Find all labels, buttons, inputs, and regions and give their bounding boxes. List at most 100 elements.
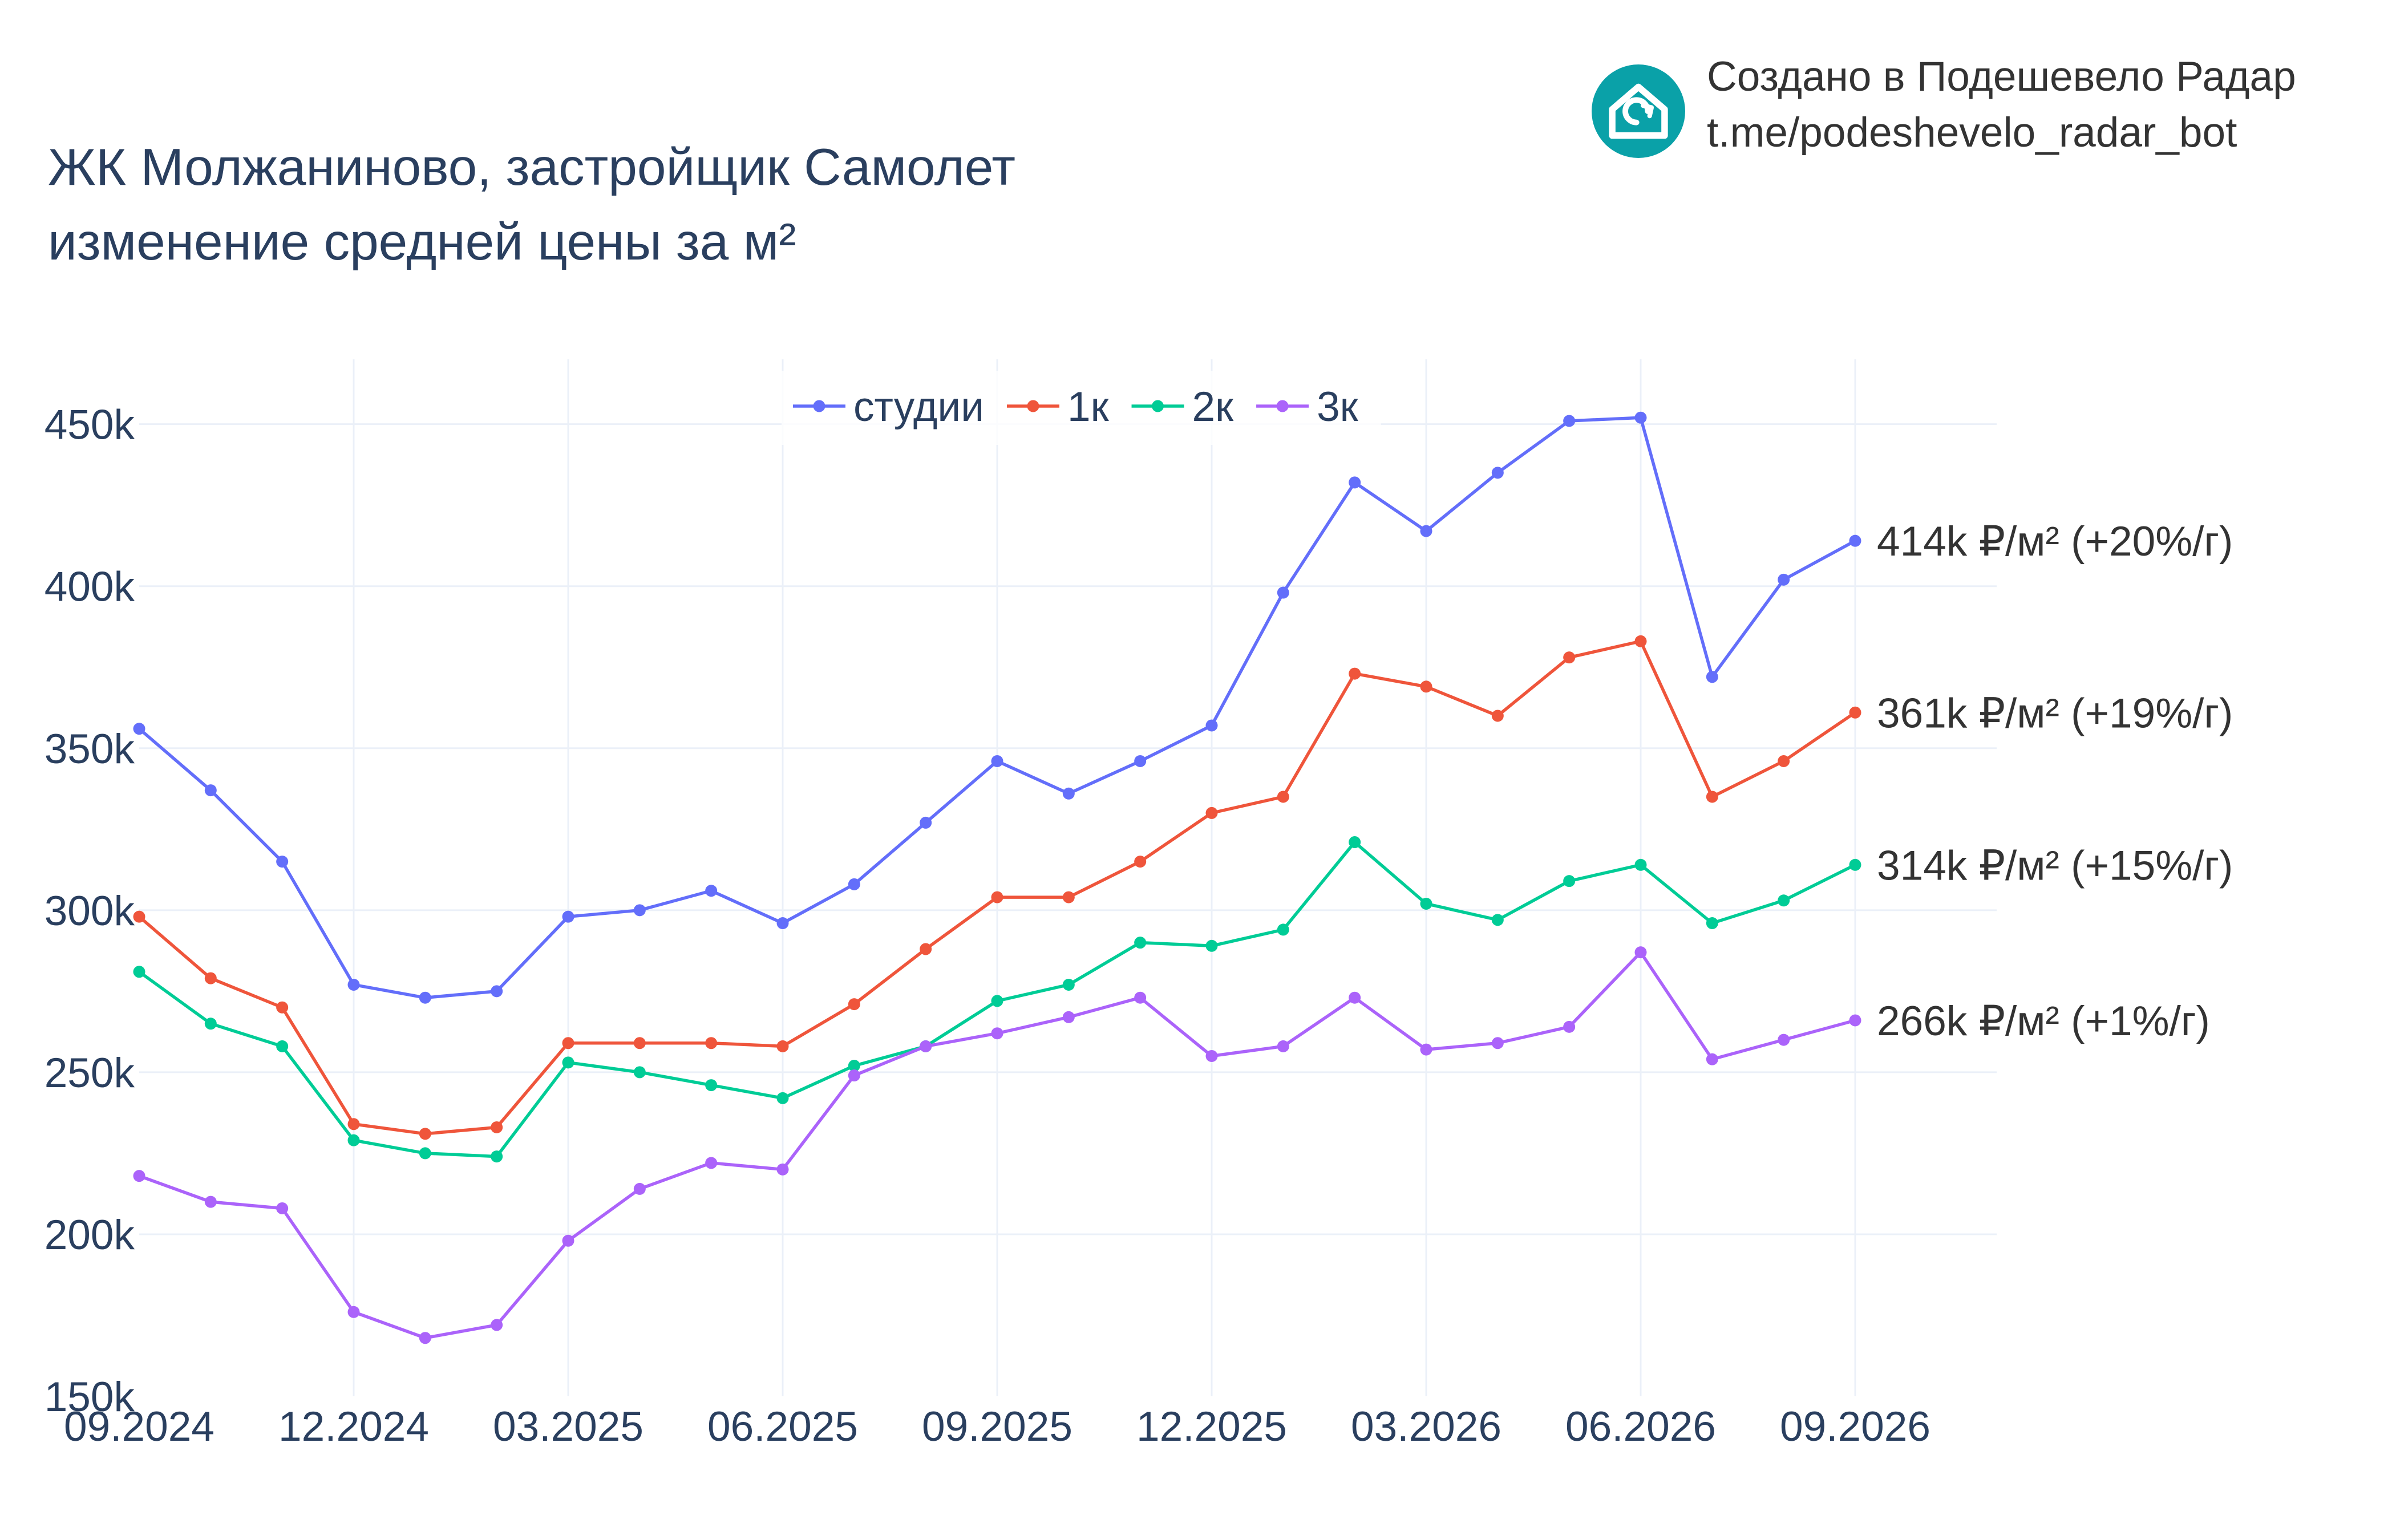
data-point [1849, 534, 1861, 547]
data-point [776, 917, 789, 930]
data-point [633, 1182, 646, 1195]
data-point [491, 1319, 503, 1331]
legend-label: студии [853, 384, 984, 430]
chart-title: ЖК Молжаниново, застройщик Самолет измен… [48, 130, 1015, 279]
data-point [991, 755, 1003, 767]
data-point [705, 1079, 718, 1092]
data-point [204, 972, 217, 984]
data-point [1706, 671, 1718, 683]
data-point [1778, 894, 1790, 907]
data-point [1134, 755, 1147, 767]
data-point [1062, 978, 1075, 991]
data-point [1563, 651, 1576, 664]
data-point [1349, 991, 1361, 1004]
legend-label: 1к [1067, 384, 1110, 430]
data-point [276, 1001, 289, 1014]
data-point [347, 1134, 360, 1146]
branding-link[interactable]: t.me/podeshevelo_radar_bot [1707, 110, 2237, 156]
data-point [347, 1118, 360, 1130]
data-point [1205, 807, 1218, 819]
data-point [1420, 897, 1432, 910]
data-point [633, 904, 646, 917]
data-point [848, 878, 860, 890]
chart-title-line1: ЖК Молжаниново, застройщик Самолет [48, 139, 1016, 196]
data-point [1778, 573, 1790, 586]
data-point [204, 1195, 217, 1208]
data-point [1062, 787, 1075, 800]
data-point [562, 910, 574, 923]
data-point [1706, 917, 1718, 930]
data-point [1634, 411, 1647, 424]
chart-title-line2: изменение средней цены за м² [48, 213, 796, 271]
data-point [1134, 937, 1147, 949]
data-point [1491, 710, 1504, 722]
data-point [133, 1170, 145, 1182]
legend-label: 3к [1317, 384, 1359, 430]
data-point [133, 966, 145, 978]
data-point [1277, 586, 1289, 599]
data-point [1849, 1014, 1861, 1027]
x-tick-label: 09.2024 [64, 1404, 214, 1450]
data-point [1634, 635, 1647, 647]
data-point [776, 1040, 789, 1052]
data-point [991, 891, 1003, 903]
data-point [920, 816, 932, 829]
data-point [1491, 1037, 1504, 1049]
data-point [491, 985, 503, 998]
logo-arrow-head [1641, 103, 1654, 119]
series-end-label: 314k ₽/м² (+15%/г) [1877, 842, 2233, 889]
legend-item: 1к [1006, 384, 1110, 430]
y-tick-label: 450k [44, 402, 135, 448]
data-point [633, 1037, 646, 1049]
data-point [1205, 1049, 1218, 1062]
series-end-label: 361k ₽/м² (+19%/г) [1877, 690, 2233, 736]
data-point [991, 995, 1003, 1007]
y-tick-label: 200k [44, 1212, 135, 1258]
data-point [347, 978, 360, 991]
data-point [1349, 476, 1361, 489]
logo-house [1609, 83, 1668, 139]
branding-text: Создано в Подешевело Радар t.me/podeshev… [1707, 49, 2296, 161]
house-logo-icon [1592, 64, 1685, 158]
data-point [347, 1306, 360, 1318]
legend-label: 2к [1192, 384, 1235, 430]
legend-marker [1152, 400, 1164, 412]
x-tick-label: 06.2026 [1565, 1404, 1716, 1450]
data-point [848, 998, 860, 1011]
data-point [1277, 791, 1289, 803]
data-point [991, 1027, 1003, 1040]
data-point [920, 943, 932, 955]
data-point [133, 723, 145, 735]
legend-marker [813, 400, 825, 412]
data-point [705, 1157, 718, 1169]
data-point [204, 1018, 217, 1030]
branding-line1: Создано в Подешевело Радар [1707, 54, 2296, 100]
data-point [1062, 1011, 1075, 1023]
data-point [1420, 1043, 1432, 1056]
data-point [1277, 1040, 1289, 1052]
data-point [1778, 755, 1790, 767]
data-point [1420, 525, 1432, 537]
data-point [276, 1202, 289, 1214]
data-point [1205, 719, 1218, 732]
data-point [776, 1163, 789, 1176]
x-tick-label: 03.2025 [493, 1404, 643, 1450]
data-point [1134, 991, 1147, 1004]
data-point [1420, 680, 1432, 693]
data-point [1349, 667, 1361, 680]
series-end-label: 414k ₽/м² (+20%/г) [1877, 518, 2233, 565]
data-point [1634, 858, 1647, 871]
data-point [562, 1234, 574, 1247]
x-tick-label: 03.2026 [1351, 1404, 1501, 1450]
x-tick-label: 09.2025 [922, 1404, 1072, 1450]
data-point [848, 1060, 860, 1072]
data-point [633, 1066, 646, 1079]
data-point [1491, 914, 1504, 926]
x-tick-label: 12.2024 [278, 1404, 429, 1450]
legend-item: 3к [1256, 384, 1359, 430]
data-point [705, 1037, 718, 1049]
data-point [1849, 706, 1861, 719]
data-point [920, 1040, 932, 1052]
x-tick-label: 09.2026 [1780, 1404, 1930, 1450]
